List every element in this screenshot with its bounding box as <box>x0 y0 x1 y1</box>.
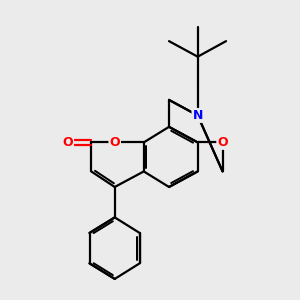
Text: O: O <box>217 136 228 149</box>
Text: O: O <box>110 136 120 149</box>
Text: O: O <box>62 136 73 149</box>
Text: N: N <box>193 109 203 122</box>
